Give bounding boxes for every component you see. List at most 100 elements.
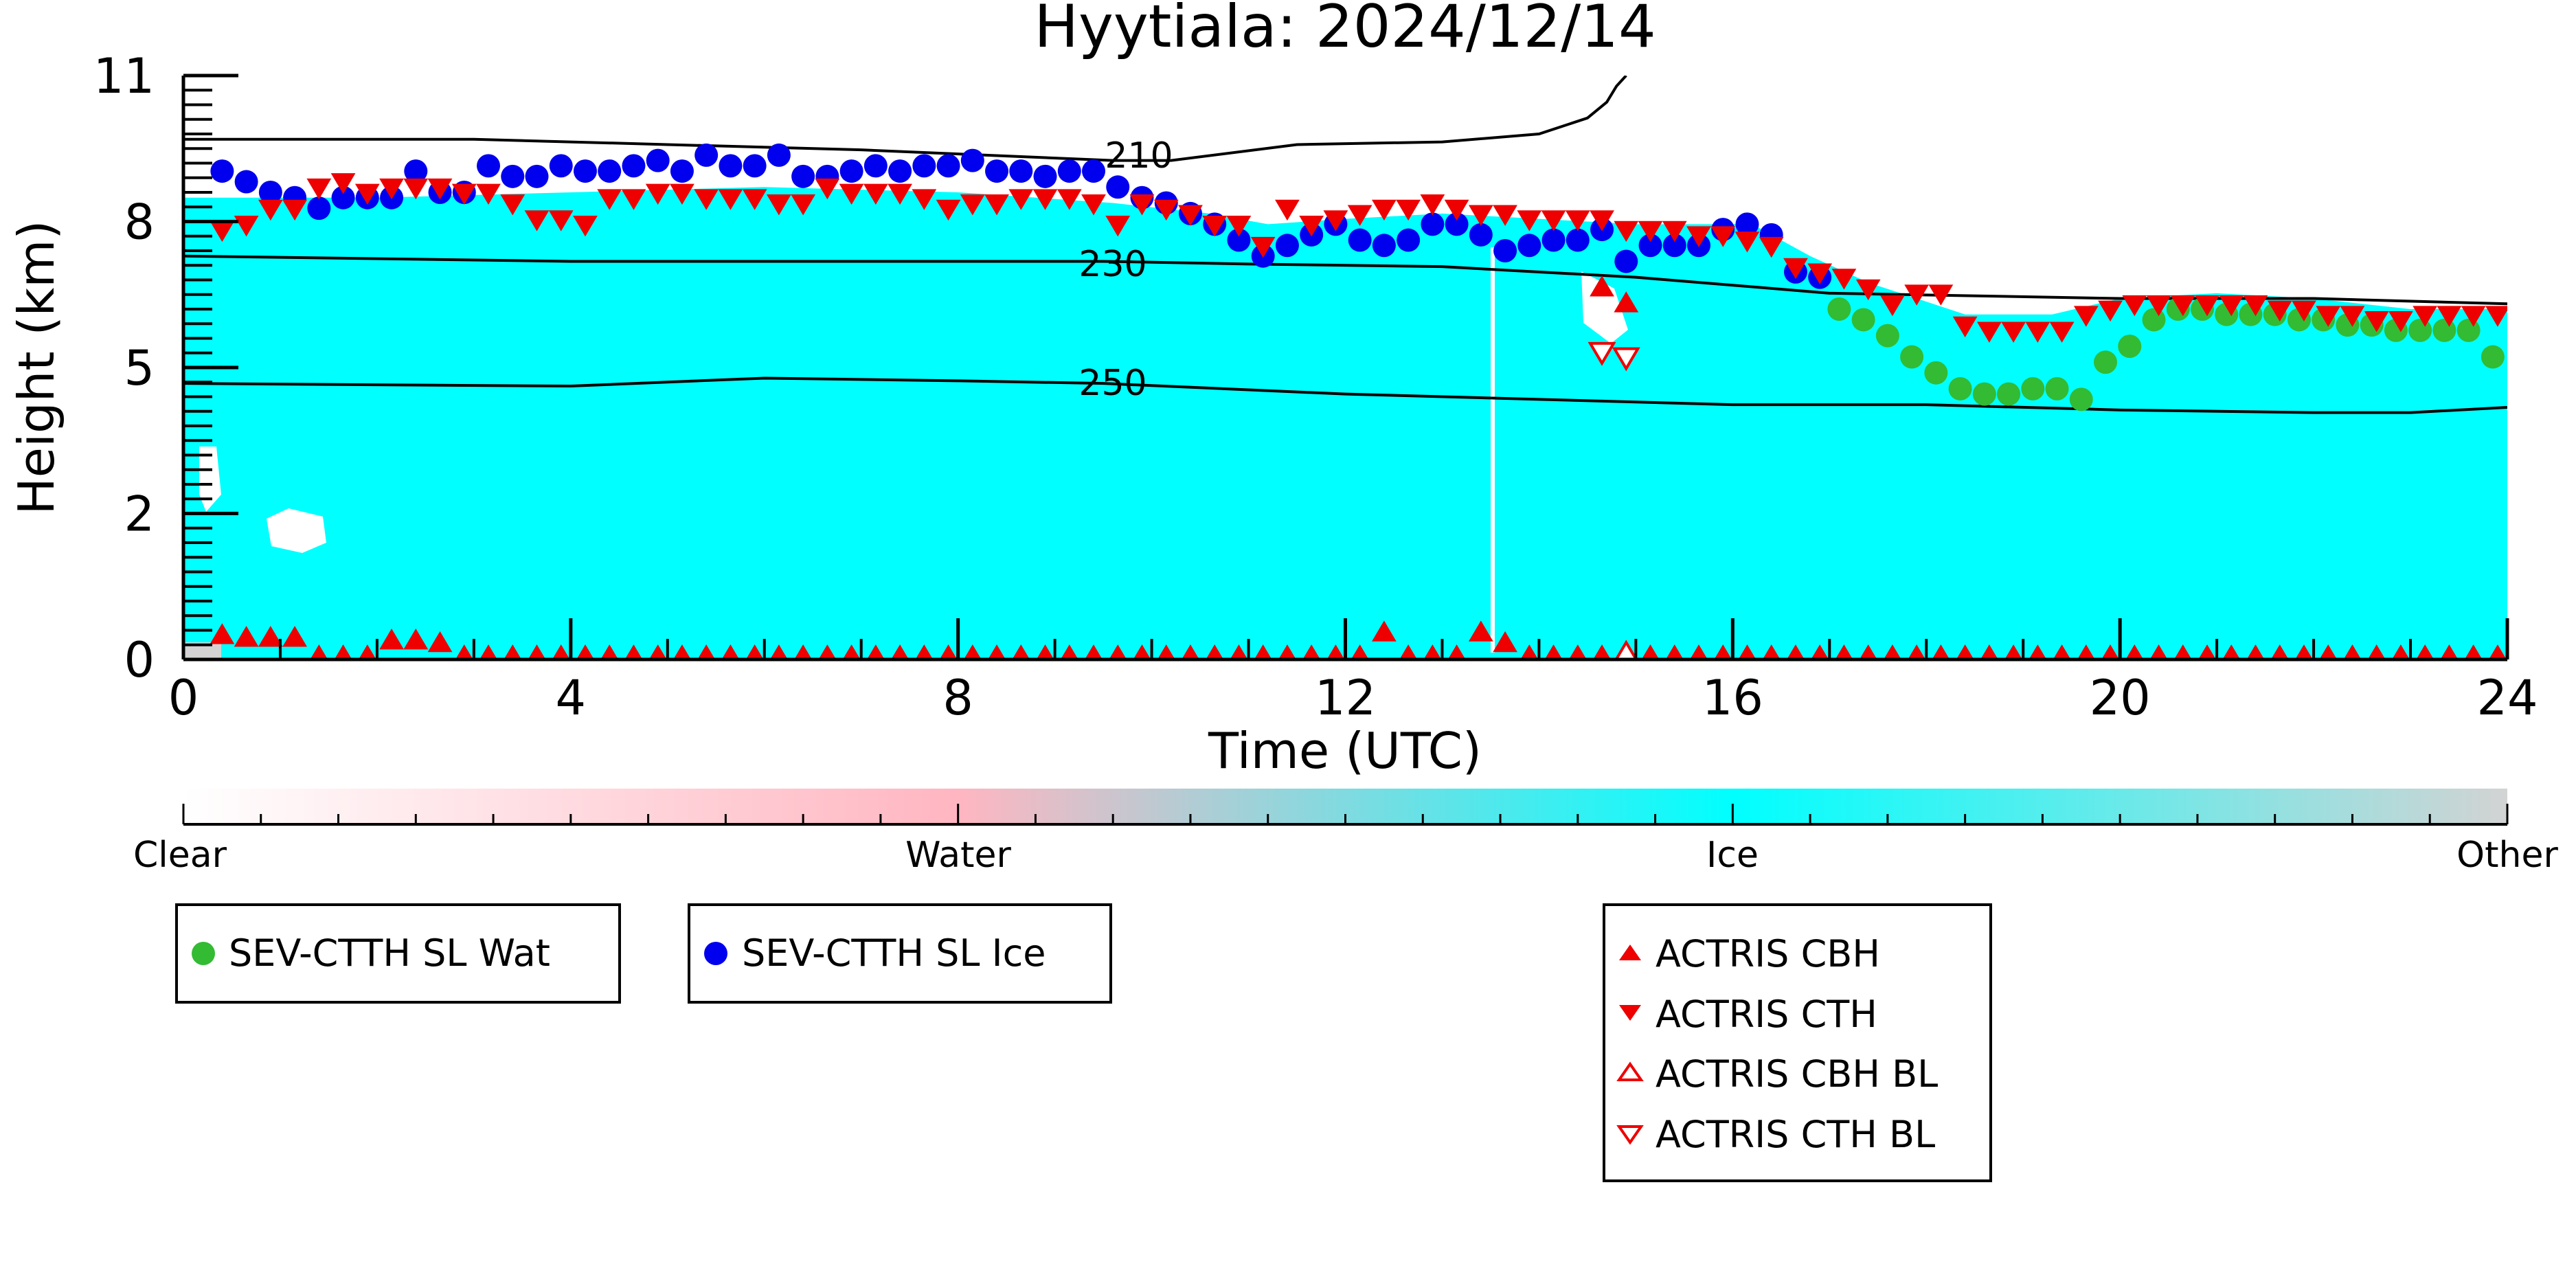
marker-actris-cth bbox=[1299, 215, 1324, 237]
marker-actris-cbh bbox=[1036, 644, 1054, 659]
marker-actris-cth bbox=[1250, 236, 1276, 258]
marker-actris-cbh bbox=[1326, 644, 1345, 659]
legend-marker-cbh bbox=[1619, 945, 1641, 960]
marker-sev-ctth-sl-wat bbox=[1851, 308, 1875, 332]
marker-actris-cbh bbox=[1133, 644, 1151, 659]
marker-sev-ctth-sl-ice bbox=[1638, 234, 1662, 258]
legend-ice: SEV-CTTH SL Ice bbox=[688, 903, 1112, 1004]
colorbar-label-clear: Clear bbox=[133, 835, 227, 876]
marker-sev-ctth-sl-wat bbox=[2456, 318, 2481, 342]
marker-actris-cbh bbox=[1835, 644, 1853, 659]
x-tick-label: 16 bbox=[1702, 670, 1763, 726]
marker-actris-cbh bbox=[1182, 644, 1199, 659]
marker-actris-cbh bbox=[2319, 644, 2338, 659]
marker-sev-ctth-sl-ice bbox=[839, 159, 863, 183]
marker-actris-cbh bbox=[504, 644, 522, 659]
marker-actris-cbh bbox=[2270, 644, 2289, 659]
marker-actris-cbh bbox=[1593, 644, 1611, 659]
marker-actris-cth bbox=[524, 210, 550, 231]
marker-sev-ctth-sl-wat bbox=[1875, 324, 1899, 348]
legend-marker-cth bbox=[1619, 1005, 1641, 1021]
marker-actris-cbh bbox=[1884, 644, 1901, 659]
marker-actris-cth bbox=[1831, 269, 1857, 290]
marker-sev-ctth-sl-ice bbox=[234, 170, 258, 194]
marker-actris-cbh bbox=[1544, 644, 1563, 659]
marker-actris-cth bbox=[1662, 221, 1687, 242]
marker-actris-cbh bbox=[648, 644, 667, 659]
marker-actris-cth bbox=[984, 194, 1009, 216]
marker-sev-ctth-sl-wat bbox=[2021, 376, 2045, 400]
marker-sev-ctth-sl-wat bbox=[1972, 382, 1996, 406]
marker-actris-cbh bbox=[2101, 644, 2119, 659]
marker-actris-cbh bbox=[1085, 644, 1103, 659]
marker-actris-cth bbox=[2049, 321, 2075, 343]
marker-actris-cbh bbox=[2198, 644, 2216, 659]
marker-actris-cth bbox=[1686, 226, 1711, 247]
marker-sev-ctth-sl-ice bbox=[525, 164, 549, 188]
marker-actris-cth bbox=[1638, 221, 1663, 242]
marker-actris-cbh bbox=[2464, 644, 2483, 659]
isotherm-210 bbox=[183, 76, 1627, 162]
marker-actris-cth bbox=[1323, 210, 1348, 231]
marker-actris-cth bbox=[1226, 215, 1252, 237]
marker-actris-cth bbox=[1565, 210, 1590, 231]
marker-actris-cbh bbox=[866, 644, 885, 659]
marker-sev-ctth-sl-ice bbox=[719, 154, 743, 178]
marker-actris-cth bbox=[1807, 263, 1833, 284]
marker-actris-cbh bbox=[479, 644, 497, 659]
marker-actris-cth bbox=[1783, 258, 1808, 280]
marker-actris-cbh bbox=[1980, 644, 1998, 659]
marker-actris-cbh bbox=[2246, 644, 2265, 659]
marker-actris-cbh bbox=[576, 644, 594, 659]
marker-actris-cth bbox=[500, 194, 526, 216]
marker-sev-ctth-sl-ice bbox=[1106, 175, 1130, 199]
marker-actris-cth bbox=[1347, 205, 1372, 226]
marker-sev-ctth-sl-ice bbox=[1445, 212, 1469, 236]
legend-label-cbh: ACTRIS CBH bbox=[1656, 932, 1880, 975]
marker-actris-cth bbox=[2388, 311, 2413, 332]
marker-actris-cbh bbox=[2343, 644, 2362, 659]
marker-actris-cth bbox=[2243, 295, 2268, 317]
marker-sev-ctth-sl-ice bbox=[1421, 212, 1445, 236]
marker-actris-cth bbox=[427, 178, 453, 200]
marker-actris-cbh bbox=[552, 644, 570, 659]
marker-actris-cth bbox=[2122, 295, 2147, 317]
marker-actris-cth bbox=[2340, 306, 2365, 327]
marker-actris-cth bbox=[718, 189, 743, 210]
marker-sev-ctth-sl-ice bbox=[307, 196, 331, 221]
marker-actris-cbh bbox=[1012, 644, 1030, 659]
marker-actris-cth bbox=[2170, 295, 2195, 317]
colorbar-label-water: Water bbox=[905, 835, 1011, 876]
marker-actris-cbh bbox=[2222, 644, 2241, 659]
marker-actris-cbh bbox=[2367, 644, 2386, 659]
marker-actris-cth bbox=[2413, 306, 2438, 327]
clear-gap-14h bbox=[1581, 271, 1628, 343]
marker-actris-cbh bbox=[1787, 644, 1805, 659]
marker-actris-cth bbox=[1493, 205, 1517, 226]
marker-sev-ctth-sl-ice bbox=[258, 181, 282, 204]
marker-actris-cbh bbox=[2077, 644, 2095, 659]
marker-actris-cth bbox=[1928, 284, 1954, 306]
marker-actris-cbh bbox=[794, 644, 812, 659]
marker-actris-cbh bbox=[1109, 644, 1127, 659]
marker-sev-ctth-sl-ice bbox=[670, 159, 694, 183]
marker-sev-ctth-sl-ice bbox=[1662, 234, 1686, 258]
plot-area bbox=[183, 76, 2507, 659]
marker-actris-cth bbox=[330, 173, 356, 194]
legend-actris: ACTRIS CBH ACTRIS CTH ACTRIS CBH BL ACTR… bbox=[1603, 903, 1992, 1182]
marker-actris-cbh-bl bbox=[1614, 640, 1638, 659]
marker-actris-cbh bbox=[891, 644, 909, 659]
isotherm-label-230: 230 bbox=[1078, 244, 1146, 285]
marker-actris-cbh bbox=[210, 623, 235, 644]
x-tick-label: 24 bbox=[2476, 670, 2538, 726]
marker-actris-cth bbox=[451, 183, 477, 205]
marker-actris-cth bbox=[1444, 199, 1469, 221]
marker-sev-ctth-sl-wat bbox=[1827, 297, 1851, 321]
marker-actris-cth bbox=[1759, 236, 1784, 258]
phase-colorbar: Clear Water Ice Other bbox=[133, 789, 2558, 876]
marker-sev-ctth-sl-ice bbox=[985, 159, 1009, 183]
marker-actris-cbh bbox=[1230, 644, 1248, 659]
marker-sev-ctth-sl-wat bbox=[2094, 350, 2118, 374]
marker-actris-cbh bbox=[1423, 644, 1442, 659]
